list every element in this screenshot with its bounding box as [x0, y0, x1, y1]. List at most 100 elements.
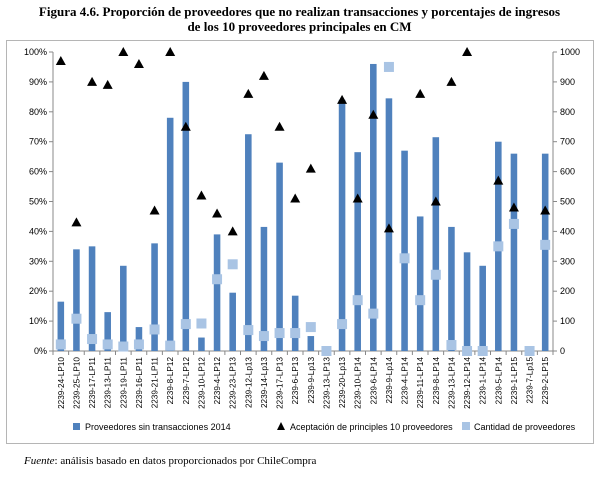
bar [166, 117, 174, 351]
square-point [212, 274, 223, 285]
triangle-point [383, 223, 394, 233]
chart-svg: 0% 10% 20% 30% 40% 50% 60% 70% 80% 90% 100% 0 100 200… [24, 47, 580, 432]
square-point [321, 346, 332, 356]
bar [213, 234, 221, 351]
y-right-tick-label: 1000 [560, 47, 580, 57]
chart-title-line-1: Figura 4.6. Proporción de proveedores qu… [38, 4, 561, 19]
bar [182, 81, 190, 352]
triangle-point [196, 190, 207, 200]
y-left-tick-label: 10% [29, 316, 47, 326]
bar [448, 226, 455, 351]
legend-label-squares: Cantidad de proveedores [474, 422, 576, 432]
y-right-tick-label: 400 [560, 226, 575, 236]
x-tick-label: 2239-6-LP14 [369, 357, 378, 405]
square-point [540, 239, 551, 250]
y-left-tick-label: 50% [29, 197, 47, 207]
square-point [258, 331, 269, 342]
x-tick-label: 2239-4-LP12 [213, 357, 222, 405]
x-tick-label: 2239-21-LP11 [151, 357, 160, 409]
bar [245, 134, 252, 351]
triangle-point [55, 55, 66, 65]
triangle-point [540, 205, 551, 215]
x-tick-label: 2239-10-LP14 [354, 357, 363, 409]
square-point [180, 319, 191, 330]
y-right-tick-label: 300 [560, 256, 575, 266]
bar [338, 99, 346, 351]
triangle-point [87, 76, 98, 86]
square-point [227, 259, 238, 270]
bar [307, 336, 315, 351]
y-right-tick-label: 800 [560, 107, 575, 117]
y-left-tick-label: 90% [29, 77, 47, 87]
square-point [383, 61, 394, 72]
bar [276, 162, 283, 351]
triangle-point [180, 121, 191, 131]
bar [57, 301, 65, 351]
triangle-point [462, 47, 473, 56]
x-tick-label: 2239-23-LP13 [229, 357, 238, 409]
y-left-tick-label: 30% [29, 256, 47, 266]
square-point [55, 339, 66, 350]
triangle-point [71, 217, 82, 227]
x-tick-label: 2239-17-LP13 [276, 357, 285, 409]
triangle-point [508, 202, 519, 212]
square-point [165, 340, 176, 351]
x-tick-label: 2239-20-Lp13 [338, 357, 347, 408]
x-tick-label: 2239-1-LP14 [479, 357, 488, 405]
y-right-tick-label: 600 [560, 167, 575, 177]
legend-swatch-bars [73, 423, 80, 430]
square-point [118, 341, 129, 352]
square-point [102, 339, 113, 350]
bar [151, 243, 158, 351]
chart-frame: 0% 10% 20% 30% 40% 50% 60% 70% 80% 90% 100% 0 100 200… [6, 40, 594, 444]
y-left-tick-label: 70% [29, 137, 47, 147]
x-tick-label: 2239-6-LP13 [291, 357, 300, 405]
triangle-point [149, 205, 160, 215]
square-point [290, 328, 301, 339]
x-tick-label: 2239-12-Lp13 [244, 357, 253, 408]
bar [198, 337, 205, 351]
x-tick-label: 2239-13-LP11 [104, 357, 113, 409]
x-tick-label: 2239-13-LP14 [447, 357, 456, 409]
square-point [87, 334, 98, 345]
x-tick-label: 2239-16-LP11 [135, 357, 144, 409]
triangle-point [305, 163, 316, 173]
bar [479, 265, 486, 351]
triangle-point [212, 208, 223, 218]
square-point [352, 295, 363, 306]
bar [135, 327, 143, 351]
y-right-tick-label: 900 [560, 77, 575, 87]
square-point [274, 328, 285, 339]
square-point [337, 319, 348, 330]
legend-swatch-squares [462, 422, 470, 430]
square-point [133, 339, 144, 350]
triangle-point [258, 70, 269, 80]
y-right-tick-label: 700 [560, 137, 575, 147]
bar [401, 150, 408, 351]
x-tick-label: 2239-11-LP14 [416, 357, 425, 409]
bar [432, 137, 440, 351]
square-point [149, 324, 160, 335]
x-tick-label: 2239-7-LP12 [182, 357, 191, 405]
x-tick-label: 2239-13-LP13 [322, 357, 331, 409]
x-tick-label: 2239-7-Lp15 [526, 357, 535, 404]
x-tick-label: 2239-8-LP12 [166, 357, 175, 405]
square-point [415, 295, 426, 306]
x-tick-label: 2239-1-LP15 [510, 357, 519, 405]
x-tick-label: 2239-10-LP12 [197, 357, 206, 409]
legend-swatch-triangles [277, 422, 285, 430]
triangle-point [368, 109, 379, 119]
square-point [71, 313, 82, 324]
x-tick-label: 2239-9-Lp14 [385, 357, 394, 404]
triangle-point [493, 175, 504, 185]
triangle-point [430, 196, 441, 206]
square-point [462, 346, 473, 356]
square-point [430, 269, 441, 280]
x-tick-label: 2239-25-LP10 [72, 357, 81, 409]
bar [354, 152, 361, 351]
bar [260, 226, 268, 351]
triangle-point [415, 88, 426, 98]
triangle-point [274, 121, 285, 131]
bar [370, 63, 377, 352]
bar [541, 153, 549, 351]
